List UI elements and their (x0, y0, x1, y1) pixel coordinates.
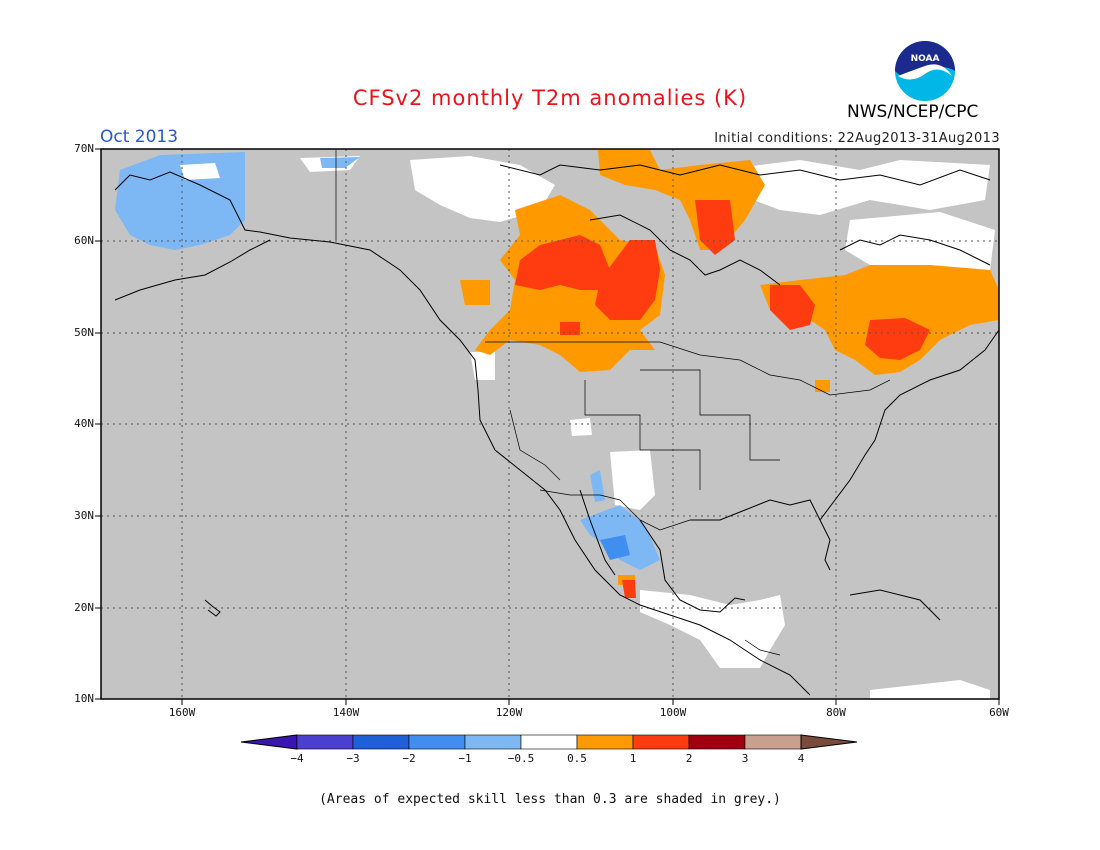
coastlines (114, 164, 1000, 696)
lon-label-100w: 100W (659, 706, 687, 719)
graticule (101, 149, 999, 699)
lon-label-160w: 160W (168, 706, 196, 719)
lat-label-60n: 60N (74, 234, 94, 247)
colorbar-swatch (520, 734, 578, 750)
colorbar-arrow-low (240, 734, 298, 750)
colorbar-arrow-high (800, 734, 858, 750)
colorbar-label: 1 (629, 752, 637, 765)
political-borders (335, 150, 891, 656)
colorbar-swatch (744, 734, 802, 750)
axis-ticks (95, 148, 1000, 705)
colorbar-swatch (464, 734, 522, 750)
colorbar-label: 4 (797, 752, 805, 765)
lon-label-60w: 60W (989, 706, 1009, 719)
colorbar-swatch (576, 734, 634, 750)
lon-label-80w: 80W (826, 706, 846, 719)
initial-conditions: Initial conditions: 22Aug2013-31Aug2013 (714, 131, 1000, 146)
colorbar-label: −2 (402, 752, 416, 765)
agency-label: NWS/NCEP/CPC (847, 102, 979, 122)
colorbar-swatch (352, 734, 410, 750)
colorbar-label: 3 (741, 752, 749, 765)
colorbar-swatch (408, 734, 466, 750)
colorbar-swatch (296, 734, 354, 750)
strong-warm-anomaly-areas (515, 200, 930, 598)
skill-note: (Areas of expected skill less than 0.3 a… (319, 792, 781, 807)
cool-anomaly-areas (115, 152, 660, 570)
lon-label-120w: 120W (495, 706, 523, 719)
lat-label-10n: 10N (74, 692, 94, 705)
colorbar-label: 0.5 (567, 752, 587, 765)
colorbar-label: −3 (346, 752, 360, 765)
lat-label-50n: 50N (74, 326, 94, 339)
lat-label-20n: 20N (74, 601, 94, 614)
colorbar-label: −0.5 (507, 752, 535, 765)
lat-label-30n: 30N (74, 509, 94, 522)
colorbar (240, 734, 858, 750)
near-normal-areas (300, 156, 995, 699)
colorbar-swatch (632, 734, 690, 750)
noaa-logo: NOAA (895, 41, 955, 101)
colorbar-label: −4 (290, 752, 304, 765)
colorbar-label: 2 (685, 752, 693, 765)
lat-label-40n: 40N (74, 417, 94, 430)
colorbar-label: −1 (458, 752, 472, 765)
logo-text: NOAA (911, 54, 940, 64)
lon-label-140w: 140W (332, 706, 360, 719)
forecast-period: Oct 2013 (100, 127, 179, 147)
lat-label-70n: 70N (74, 142, 94, 155)
map-title: CFSv2 monthly T2m anomalies (K) (352, 86, 748, 110)
colorbar-swatch (688, 734, 746, 750)
